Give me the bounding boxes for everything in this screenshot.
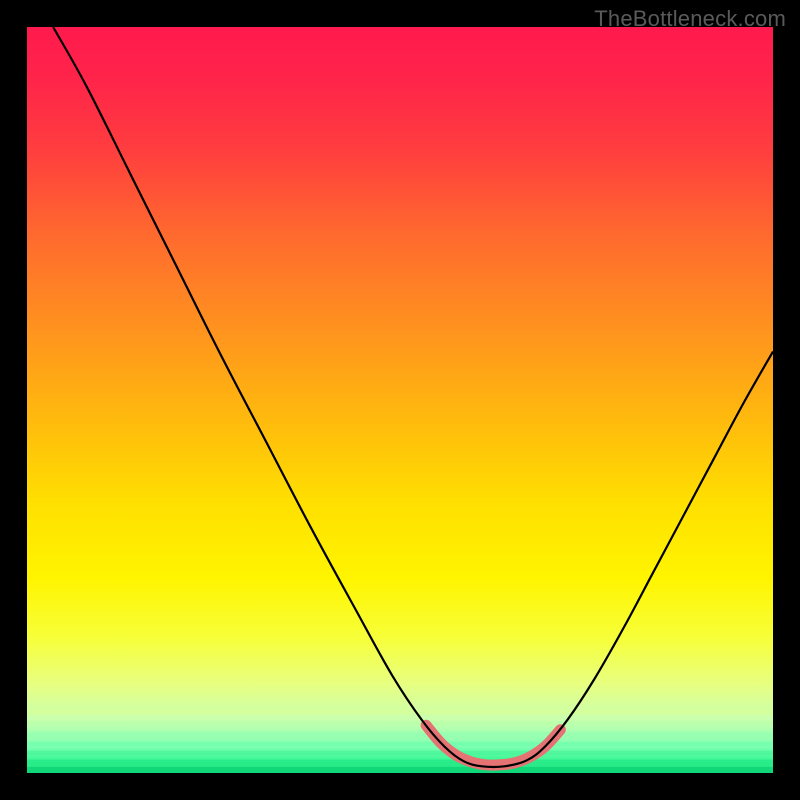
striation	[27, 767, 773, 773]
striation	[27, 732, 773, 736]
striation	[27, 721, 773, 725]
striation	[27, 760, 773, 764]
striation	[27, 751, 773, 755]
plot-background	[27, 27, 773, 773]
chart-stage: TheBottleneck.com	[0, 0, 800, 800]
striation	[27, 742, 773, 746]
bottleneck-chart-svg	[0, 0, 800, 800]
striation	[27, 710, 773, 714]
